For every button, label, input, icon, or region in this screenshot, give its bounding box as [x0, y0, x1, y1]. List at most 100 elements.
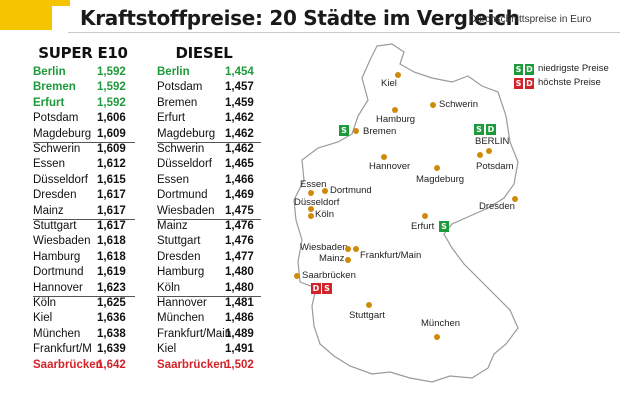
- row-separator: [157, 296, 261, 297]
- badge-s-berlin: S: [474, 124, 484, 135]
- city-label-hamburg: Hamburg: [376, 114, 416, 125]
- row-price: 1,617: [97, 204, 126, 217]
- city-dot-dortmund: [322, 188, 328, 194]
- row-city: Frankfurt/Main: [157, 327, 232, 340]
- row-price: 1,475: [225, 204, 254, 217]
- row-price: 1,642: [97, 358, 126, 371]
- city-dot-wiesbaden: [345, 246, 351, 252]
- city-dot-kiel: [395, 72, 401, 78]
- legend-lowest: niedrigste Preise: [538, 63, 609, 74]
- row-price: 1,469: [225, 189, 254, 202]
- row-city: Wiesbaden: [33, 235, 91, 248]
- row-price: 1,457: [225, 81, 254, 94]
- city-label-dresden: Dresden: [479, 201, 515, 212]
- city-dot-erfurt: [422, 213, 428, 219]
- row-city: Frankfurt/M: [33, 343, 92, 356]
- row-price: 1,615: [97, 173, 126, 186]
- city-dot-magdeburg: [434, 165, 440, 171]
- row-price: 1,606: [97, 112, 126, 125]
- row-price: 1,466: [225, 173, 254, 186]
- row-price: 1,480: [225, 281, 254, 294]
- city-dot-hamburg: [392, 107, 398, 113]
- row-price: 1,476: [225, 220, 254, 232]
- row-city: Berlin: [33, 66, 66, 78]
- city-dot-muenchen: [434, 334, 440, 340]
- row-price: 1,454: [225, 66, 254, 78]
- row-price: 1,638: [97, 327, 126, 340]
- row-price: 1,462: [225, 127, 254, 140]
- city-label-wiesbaden: Wiesbaden: [300, 242, 348, 253]
- row-city: Kiel: [157, 343, 177, 356]
- badge-d-berlin: D: [486, 124, 496, 135]
- city-label-schwerin: Schwerin: [439, 99, 479, 110]
- city-label-duesseldorf: Düsseldorf: [294, 197, 340, 208]
- row-city: Magdeburg: [33, 127, 92, 140]
- row-separator: [33, 296, 135, 297]
- city-label-berlin: BERLIN: [475, 136, 510, 147]
- row-price: 1,623: [97, 281, 126, 294]
- row-city: Hamburg: [157, 266, 205, 279]
- city-label-frankfurt: Frankfurt/Main: [360, 250, 422, 261]
- row-city: Dresden: [157, 250, 201, 263]
- city-label-dortmund: Dortmund: [330, 185, 372, 196]
- legend-badge-s-green: S: [514, 64, 523, 75]
- row-price: 1,617: [97, 220, 126, 232]
- row-price: 1,639: [97, 343, 126, 356]
- row-city: Stuttgart: [157, 235, 201, 248]
- badge-s-saarbruecken: S: [322, 283, 332, 294]
- row-city: München: [33, 327, 81, 340]
- row-price: 1,619: [97, 266, 126, 279]
- badge-s-bremen: S: [339, 125, 349, 136]
- row-city: Potsdam: [157, 81, 203, 94]
- row-price: 1,462: [225, 112, 254, 125]
- row-price: 1,636: [97, 312, 126, 325]
- row-price: 1,502: [225, 358, 254, 371]
- badge-d-saarbruecken: D: [311, 283, 321, 294]
- city-dot-potsdam: [477, 152, 483, 158]
- city-dot-duesseldorf: [308, 206, 314, 212]
- row-city: Berlin: [157, 66, 190, 78]
- row-city: Essen: [157, 173, 189, 186]
- city-label-saarbruecken: Saarbrücken: [302, 270, 356, 281]
- accent-block: [0, 6, 52, 30]
- row-city: Düsseldorf: [33, 173, 88, 186]
- row-city: Düsseldorf: [157, 158, 212, 171]
- city-label-essen: Essen: [300, 179, 327, 190]
- row-city: München: [157, 312, 205, 325]
- row-separator: [33, 219, 135, 220]
- row-separator: [157, 142, 261, 143]
- row-city: Dortmund: [157, 189, 208, 202]
- row-city: Erfurt: [33, 96, 65, 109]
- row-city: Bremen: [157, 96, 198, 109]
- row-price: 1,612: [97, 158, 126, 171]
- germany-outline: [293, 43, 519, 383]
- page-subtitle: Durchschnittspreise in Euro: [469, 14, 592, 25]
- row-city: Mainz: [33, 204, 64, 217]
- row-city: Hannover: [157, 297, 207, 309]
- header: Kraftstoffpreise: 20 Städte im Vergleich…: [68, 6, 620, 33]
- city-dot-berlin: [486, 148, 492, 154]
- page-title: Kraftstoffpreise: 20 Städte im Vergleich: [80, 6, 520, 30]
- city-label-bremen: Bremen: [363, 126, 397, 137]
- row-city: Dresden: [33, 189, 77, 202]
- row-separator: [33, 142, 135, 143]
- row-price: 1,592: [97, 66, 126, 78]
- row-city: Potsdam: [33, 112, 79, 125]
- city-label-stuttgart: Stuttgart: [349, 310, 385, 321]
- diesel-table: DIESEL Berlin 1,454 Potsdam 1,457 Bremen 1,45…: [157, 42, 261, 371]
- city-dot-hannover: [381, 154, 387, 160]
- city-label-kiel: Kiel: [381, 78, 397, 89]
- row-price: 1,491: [225, 343, 254, 356]
- legend-badge-d-green: D: [525, 64, 534, 75]
- row-separator: [157, 219, 261, 220]
- row-city: Bremen: [33, 81, 76, 94]
- row-price: 1,480: [225, 266, 254, 279]
- row-city: Essen: [33, 158, 65, 171]
- row-price: 1,609: [97, 127, 126, 140]
- city-dot-koeln: [308, 213, 314, 219]
- row-price: 1,477: [225, 250, 254, 263]
- row-city: Kiel: [33, 312, 53, 325]
- row-price: 1,476: [225, 235, 254, 248]
- city-dot-schwerin: [430, 102, 436, 108]
- row-city: Erfurt: [157, 112, 186, 125]
